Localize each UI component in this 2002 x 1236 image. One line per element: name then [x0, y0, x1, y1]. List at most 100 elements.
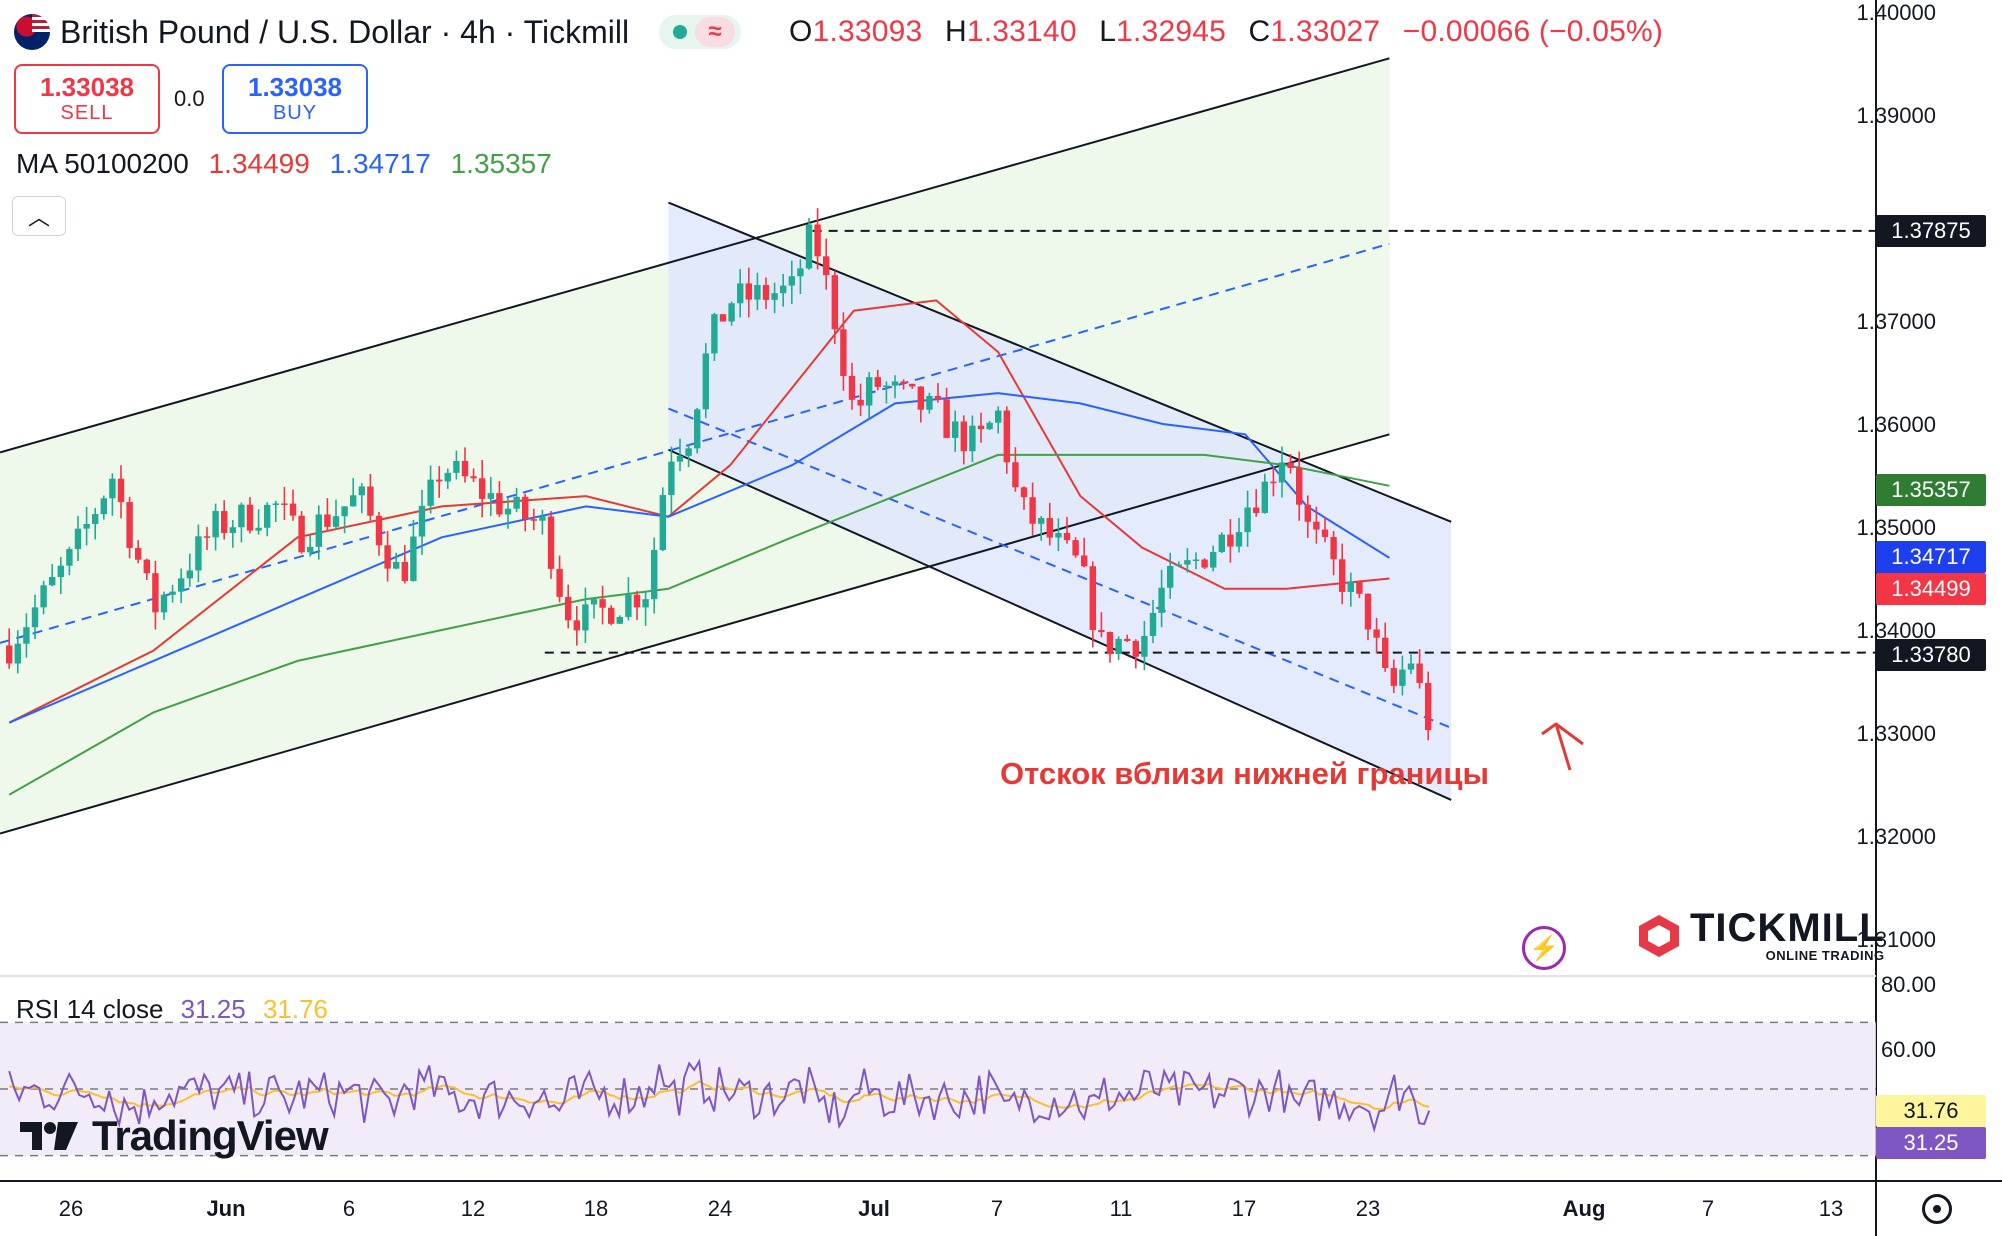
candle-body: [436, 479, 443, 482]
ma-legend[interactable]: MA 50100200 1.34499 1.34717 1.35357: [16, 148, 564, 180]
candle-body: [1382, 637, 1389, 669]
candle-body: [444, 472, 451, 482]
candle-body: [1330, 537, 1337, 560]
annotation-arrow: [1541, 722, 1584, 771]
candle-body: [1407, 663, 1415, 670]
candle-body: [367, 486, 374, 516]
ohlc-high: 1.33140: [966, 15, 1077, 48]
candle-body: [814, 224, 821, 257]
date-tick: 23: [1355, 1196, 1381, 1221]
flash-icon[interactable]: ⚡: [1522, 926, 1566, 970]
candle-body: [797, 268, 804, 277]
chevron-up-icon: ︿: [27, 205, 50, 230]
ma50-value: 1.34499: [208, 148, 310, 179]
candle-body: [823, 256, 830, 276]
date-tick: 26: [58, 1196, 84, 1221]
ohlc-open: 1.33093: [812, 15, 923, 48]
candle-body: [384, 545, 391, 569]
candle-body: [487, 493, 494, 499]
date-tick: 12: [460, 1196, 486, 1221]
ma200-tag: 1.35357: [1876, 474, 1986, 506]
rsi-ma-value: 31.76: [262, 994, 329, 1024]
candle-body: [1364, 593, 1372, 630]
candle-body: [14, 643, 21, 664]
price-tick: 1.33000: [1856, 721, 1936, 746]
level-low-tag: 1.33780: [1876, 639, 1986, 671]
candle-body: [1132, 640, 1139, 657]
chart-header: British Pound / U.S. Dollar · 4h · Tickm…: [14, 10, 1663, 54]
candle-body: [909, 383, 916, 387]
candle-body: [685, 448, 692, 456]
ma-legend-label: MA 50100200: [16, 148, 189, 179]
candle-body: [315, 514, 322, 547]
buy-button[interactable]: 1.33038 BUY: [222, 64, 368, 134]
sell-button[interactable]: 1.33038 SELL: [14, 64, 160, 134]
candle-body: [169, 591, 176, 595]
candle-body: [651, 549, 658, 600]
candle-body: [1278, 462, 1286, 483]
candle-body: [719, 314, 727, 322]
ma50-tag: 1.34499: [1876, 573, 1986, 605]
market-status-pill[interactable]: ≈: [659, 15, 742, 49]
tickmill-tagline: ONLINE TRADING: [1765, 948, 1885, 963]
ohlc-readout: O1.33093 H1.33140 L1.32945 C1.33027 −0.0…: [775, 15, 1663, 49]
candle-body: [1261, 481, 1268, 514]
candle-body: [496, 493, 503, 515]
candle-body: [470, 476, 477, 479]
candle-body: [272, 503, 279, 505]
rsi-ma-tag: 31.76: [1876, 1095, 1986, 1127]
candle-body: [883, 385, 890, 388]
price-tick: 1.32000: [1856, 824, 1936, 849]
candle-body: [229, 527, 236, 533]
candle-body: [1253, 507, 1260, 514]
candles: [6, 208, 1432, 741]
candle-body: [1029, 497, 1036, 524]
candle-body: [23, 627, 30, 644]
candle-body: [745, 283, 752, 300]
candle-body: [57, 565, 64, 578]
level-high-tag: 1.37875: [1876, 215, 1986, 247]
candle-body: [1072, 540, 1079, 556]
buy-price: 1.33038: [248, 72, 342, 102]
rsi-legend[interactable]: RSI 14 close 31.25 31.76: [16, 994, 328, 1025]
candle-body: [135, 547, 142, 560]
collapse-legend-button[interactable]: ︿: [12, 196, 66, 236]
price-tick: 1.39000: [1856, 103, 1936, 128]
candle-body: [186, 570, 193, 579]
candle-body: [1124, 638, 1131, 641]
candle-body: [264, 504, 271, 528]
candle-body: [848, 375, 856, 400]
price-tick: 1.36000: [1856, 412, 1936, 437]
candle-body: [92, 514, 99, 524]
ohlc-c-label: C: [1248, 15, 1271, 48]
settings-icon[interactable]: [1922, 1194, 1952, 1224]
candle-body: [599, 599, 606, 608]
candle-body: [1425, 682, 1432, 731]
rsi-line: [8, 1058, 1431, 1133]
candle-body: [1235, 532, 1243, 547]
ohlc-h-label: H: [944, 15, 967, 48]
candle-body: [573, 620, 580, 631]
candle-body: [642, 599, 649, 608]
symbol-title[interactable]: British Pound / U.S. Dollar · 4h · Tickm…: [60, 13, 630, 50]
tradingview-logo: TradingView: [20, 1112, 329, 1160]
candle-body: [1055, 532, 1062, 538]
candle-body: [358, 486, 365, 496]
ma200-value: 1.35357: [450, 148, 552, 179]
candle-body: [461, 460, 469, 477]
rsi-label: RSI 14 close: [16, 994, 164, 1024]
candle-body: [1321, 529, 1329, 538]
price-tick: 1.31000: [1856, 927, 1936, 952]
candle-body: [281, 503, 288, 505]
date-tick: Jul: [858, 1196, 890, 1221]
candle-body: [341, 506, 348, 517]
candle-body: [857, 399, 864, 406]
candle-body: [410, 536, 417, 581]
date-tick: 24: [707, 1196, 733, 1221]
candle-body: [1081, 555, 1088, 567]
candle-body: [1218, 534, 1225, 553]
candle-body: [702, 353, 709, 410]
ohlc-low: 1.32945: [1116, 15, 1226, 48]
candle-body: [238, 504, 245, 528]
